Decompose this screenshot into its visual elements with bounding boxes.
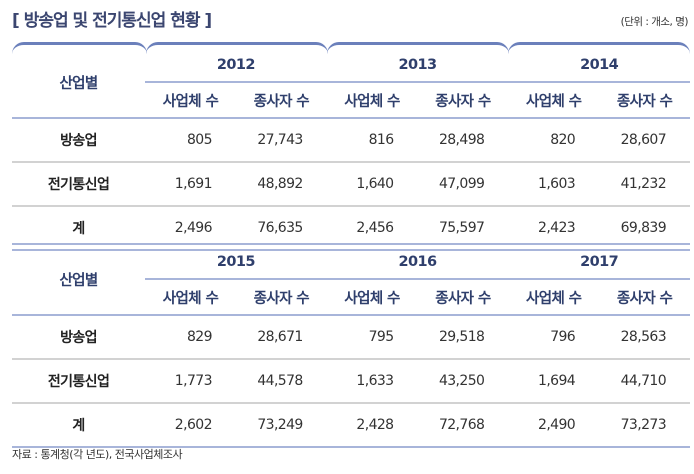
table-row: 전기통신업 1,773 44,578 1,633 43,250 1,694 44,710 bbox=[12, 359, 690, 404]
row-label: 전기통신업 bbox=[12, 359, 146, 404]
cell-value: 1,640 bbox=[326, 162, 418, 207]
cell-value: 2,490 bbox=[508, 403, 600, 448]
table-row: 방송업 829 28,671 795 29,518 796 28,563 bbox=[12, 315, 690, 360]
row-label: 방송업 bbox=[12, 118, 146, 163]
year-header: 2014 bbox=[580, 56, 619, 73]
row-header: 산업별 bbox=[12, 243, 146, 316]
row-header: 산업별 bbox=[12, 48, 146, 119]
cell-value: 47,099 bbox=[417, 162, 509, 207]
cell-value: 2,428 bbox=[326, 403, 418, 448]
table-row: 전기통신업 1,691 48,892 1,640 47,099 1,603 41,232 bbox=[12, 162, 690, 207]
cell-value: 1,773 bbox=[145, 359, 236, 404]
establishments-header: 사업체 수 bbox=[326, 81, 418, 119]
cell-value: 28,671 bbox=[235, 315, 327, 360]
cell-value: 44,710 bbox=[599, 359, 690, 404]
cell-value: 73,273 bbox=[599, 403, 690, 448]
cell-value: 805 bbox=[145, 118, 236, 163]
source-note: 자료 : 통계청(각 년도), 전국사업체조사 bbox=[12, 448, 183, 461]
cell-value: 43,250 bbox=[417, 359, 509, 404]
cell-value: 2,602 bbox=[145, 403, 236, 448]
employees-header: 종사자 수 bbox=[417, 278, 509, 316]
employees-header: 종사자 수 bbox=[599, 81, 690, 119]
cell-value: 1,694 bbox=[508, 359, 600, 404]
table-row: 방송업 805 27,743 816 28,498 820 28,607 bbox=[12, 118, 690, 163]
cell-value: 796 bbox=[508, 315, 600, 360]
cell-value: 28,607 bbox=[599, 118, 690, 163]
cell-value: 48,892 bbox=[235, 162, 327, 207]
cell-value: 73,249 bbox=[235, 403, 327, 448]
establishments-header: 사업체 수 bbox=[326, 278, 418, 316]
table-title: [ 방송업 및 전기통신업 현황 ] bbox=[12, 11, 212, 31]
stats-table-2012-2014: 산업별 2012 2013 2014 사업체 수 종사자 수 사업체 수 종사자 수 사업체 수… bbox=[12, 48, 690, 251]
cell-value: 27,743 bbox=[235, 118, 327, 163]
row-label: 전기통신업 bbox=[12, 162, 146, 207]
year-header: 2016 bbox=[326, 243, 509, 279]
employees-header: 종사자 수 bbox=[235, 278, 327, 316]
employees-header: 종사자 수 bbox=[235, 81, 327, 119]
cell-value: 44,578 bbox=[235, 359, 327, 404]
establishments-header: 사업체 수 bbox=[145, 81, 236, 119]
cell-value: 41,232 bbox=[599, 162, 690, 207]
cell-value: 816 bbox=[326, 118, 418, 163]
cell-value: 1,603 bbox=[508, 162, 600, 207]
stats-table-2015-2017: 산업별 2015 2016 2017 사업체 수 종사자 수 사업체 수 종사자 수 사업체 수… bbox=[12, 243, 690, 448]
year-header: 2013 bbox=[398, 56, 438, 73]
row-label: 계 bbox=[12, 403, 146, 448]
cell-value: 29,518 bbox=[417, 315, 509, 360]
row-label: 방송업 bbox=[12, 315, 146, 360]
cell-value: 72,768 bbox=[417, 403, 509, 448]
cell-value: 28,563 bbox=[599, 315, 690, 360]
year-header: 2015 bbox=[145, 243, 327, 279]
cell-value: 829 bbox=[145, 315, 236, 360]
employees-header: 종사자 수 bbox=[599, 278, 690, 316]
unit-label: (단위 : 개소, 명) bbox=[620, 16, 689, 28]
cell-value: 820 bbox=[508, 118, 600, 163]
establishments-header: 사업체 수 bbox=[145, 278, 236, 316]
table-row: 계 2,602 73,249 2,428 72,768 2,490 73,273 bbox=[12, 403, 690, 448]
cell-value: 795 bbox=[326, 315, 418, 360]
cell-value: 1,633 bbox=[326, 359, 418, 404]
cell-value: 1,691 bbox=[145, 162, 236, 207]
cell-value: 28,498 bbox=[417, 118, 509, 163]
year-header: 2017 bbox=[508, 243, 690, 279]
establishments-header: 사업체 수 bbox=[508, 81, 600, 119]
header-tab-decoration bbox=[12, 42, 690, 56]
employees-header: 종사자 수 bbox=[417, 81, 509, 119]
establishments-header: 사업체 수 bbox=[508, 278, 600, 316]
year-header: 2012 bbox=[216, 56, 256, 73]
